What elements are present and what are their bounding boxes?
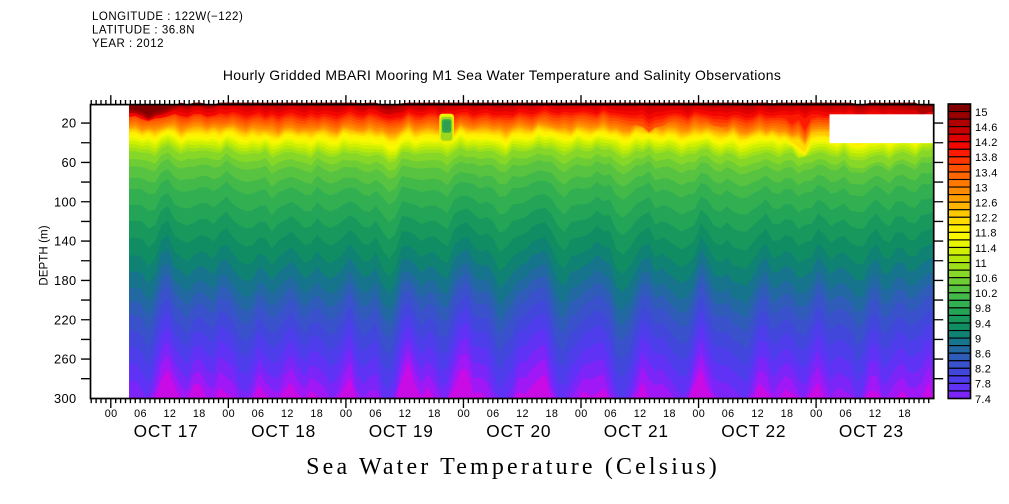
svg-text:8.6: 8.6	[975, 348, 991, 360]
svg-text:12: 12	[399, 408, 412, 420]
svg-text:140: 140	[54, 234, 77, 249]
svg-text:Sea Water Temperature (Celsius: Sea Water Temperature (Celsius)	[306, 454, 720, 480]
svg-text:9.4: 9.4	[975, 318, 991, 330]
svg-text:06: 06	[252, 408, 265, 420]
svg-text:00: 00	[105, 408, 118, 420]
svg-text:YEAR : 2012: YEAR : 2012	[92, 38, 164, 50]
svg-text:10.6: 10.6	[975, 273, 998, 285]
svg-text:13: 13	[975, 182, 988, 194]
svg-text:12: 12	[869, 408, 882, 420]
svg-text:00: 00	[457, 408, 470, 420]
svg-text:13.4: 13.4	[975, 167, 998, 179]
svg-text:13.8: 13.8	[975, 152, 998, 164]
svg-text:18: 18	[545, 408, 558, 420]
svg-text:180: 180	[54, 273, 77, 288]
svg-text:12: 12	[751, 408, 764, 420]
svg-text:14.2: 14.2	[975, 137, 998, 149]
svg-text:00: 00	[340, 408, 353, 420]
svg-text:00: 00	[692, 408, 705, 420]
svg-text:7.8: 7.8	[975, 379, 991, 391]
svg-text:06: 06	[369, 408, 382, 420]
svg-text:OCT 22: OCT 22	[721, 421, 786, 441]
svg-text:220: 220	[54, 312, 77, 327]
svg-text:18: 18	[663, 408, 676, 420]
svg-text:260: 260	[54, 352, 77, 367]
svg-text:06: 06	[839, 408, 852, 420]
svg-text:LONGITUDE : 122W(−122): LONGITUDE : 122W(−122)	[92, 11, 243, 23]
svg-text:18: 18	[781, 408, 794, 420]
svg-text:12.6: 12.6	[975, 197, 998, 209]
svg-text:11.8: 11.8	[975, 228, 997, 240]
svg-text:20: 20	[61, 116, 76, 131]
svg-text:Hourly Gridded MBARI Mooring M: Hourly Gridded MBARI Mooring M1 Sea Wate…	[223, 67, 781, 83]
svg-text:11: 11	[975, 258, 987, 270]
svg-text:06: 06	[487, 408, 500, 420]
svg-text:11.4: 11.4	[975, 243, 997, 255]
svg-text:00: 00	[222, 408, 235, 420]
svg-text:OCT 19: OCT 19	[369, 421, 434, 441]
svg-text:18: 18	[193, 408, 206, 420]
svg-text:DEPTH (m): DEPTH (m)	[38, 225, 50, 285]
svg-text:15: 15	[975, 107, 988, 119]
svg-text:OCT 18: OCT 18	[251, 421, 316, 441]
svg-text:OCT 20: OCT 20	[486, 421, 551, 441]
svg-text:18: 18	[898, 408, 911, 420]
svg-text:00: 00	[575, 408, 588, 420]
svg-text:00: 00	[810, 408, 823, 420]
svg-text:12: 12	[163, 408, 176, 420]
svg-text:10.2: 10.2	[975, 288, 998, 300]
svg-text:9.8: 9.8	[975, 303, 991, 315]
svg-text:100: 100	[54, 194, 77, 209]
svg-text:06: 06	[722, 408, 735, 420]
svg-text:OCT 23: OCT 23	[839, 421, 904, 441]
svg-text:06: 06	[134, 408, 147, 420]
svg-text:8.2: 8.2	[975, 364, 991, 376]
svg-text:60: 60	[61, 155, 76, 170]
svg-text:OCT 17: OCT 17	[134, 421, 199, 441]
svg-text:OCT 21: OCT 21	[604, 421, 669, 441]
svg-text:300: 300	[54, 391, 77, 406]
svg-text:9: 9	[975, 333, 981, 345]
svg-text:12: 12	[516, 408, 529, 420]
svg-text:12: 12	[281, 408, 294, 420]
svg-text:12.2: 12.2	[975, 213, 998, 225]
svg-text:7.4: 7.4	[975, 394, 991, 406]
svg-text:14.6: 14.6	[975, 122, 998, 134]
svg-text:LATITUDE : 36.8N: LATITUDE : 36.8N	[92, 25, 195, 37]
svg-text:18: 18	[428, 408, 441, 420]
svg-text:18: 18	[310, 408, 323, 420]
svg-text:12: 12	[634, 408, 647, 420]
svg-text:06: 06	[604, 408, 617, 420]
